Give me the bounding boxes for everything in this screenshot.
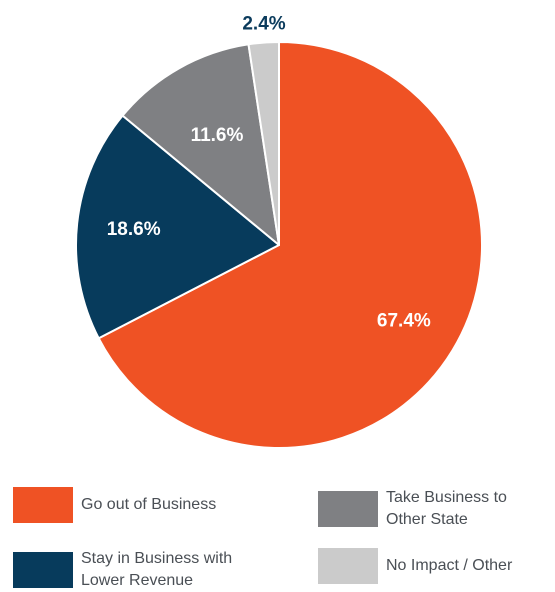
pie-slices	[75, 41, 483, 449]
legend-item-stay-in-business: Stay in Business with Lower Revenue	[13, 548, 281, 592]
legend-swatch-go-out-of-business	[13, 487, 73, 523]
pie-slice-label-no-impact-other: 2.4%	[242, 14, 285, 35]
pie-slice-take-business-to-other-state	[121, 43, 280, 246]
pie-slice-label-stay-in-business-with-lower-revenue: 18.6%	[107, 219, 161, 240]
legend-item-take-business-other-state: Take Business to Other State	[318, 487, 536, 531]
legend-label-no-impact-other: No Impact / Other	[386, 557, 513, 574]
legend-swatch-stay-in-business	[13, 552, 73, 588]
pie-slice-go-out-of-business	[97, 41, 483, 449]
legend-item-go-out-of-business: Go out of Business	[13, 487, 216, 523]
legend-item-no-impact-other: No Impact / Other	[318, 548, 512, 584]
pie-slice-label-take-business-to-other-state: 11.6%	[191, 125, 244, 146]
pie-chart-svg: 67.4% 18.6% 11.6% 2.4%	[75, 14, 483, 449]
chart-legend: Go out of Business Stay in Business with…	[0, 470, 555, 589]
pie-slice-labels: 67.4% 18.6% 11.6% 2.4%	[107, 14, 431, 332]
legend-swatch-no-impact-other	[318, 548, 378, 584]
legend-label-take-business-other-state: Take Business to Other State	[386, 489, 507, 528]
legend-label-stay-in-business: Stay in Business with Lower Revenue	[81, 550, 233, 589]
legend-swatch-take-business-other-state	[318, 491, 378, 527]
pie-slice-stay-in-business-with-lower-revenue	[75, 114, 280, 340]
legend-label-go-out-of-business: Go out of Business	[81, 496, 217, 513]
pie-slice-no-impact-other	[247, 41, 280, 246]
pie-slice-label-go-out-of-business: 67.4%	[377, 310, 431, 331]
